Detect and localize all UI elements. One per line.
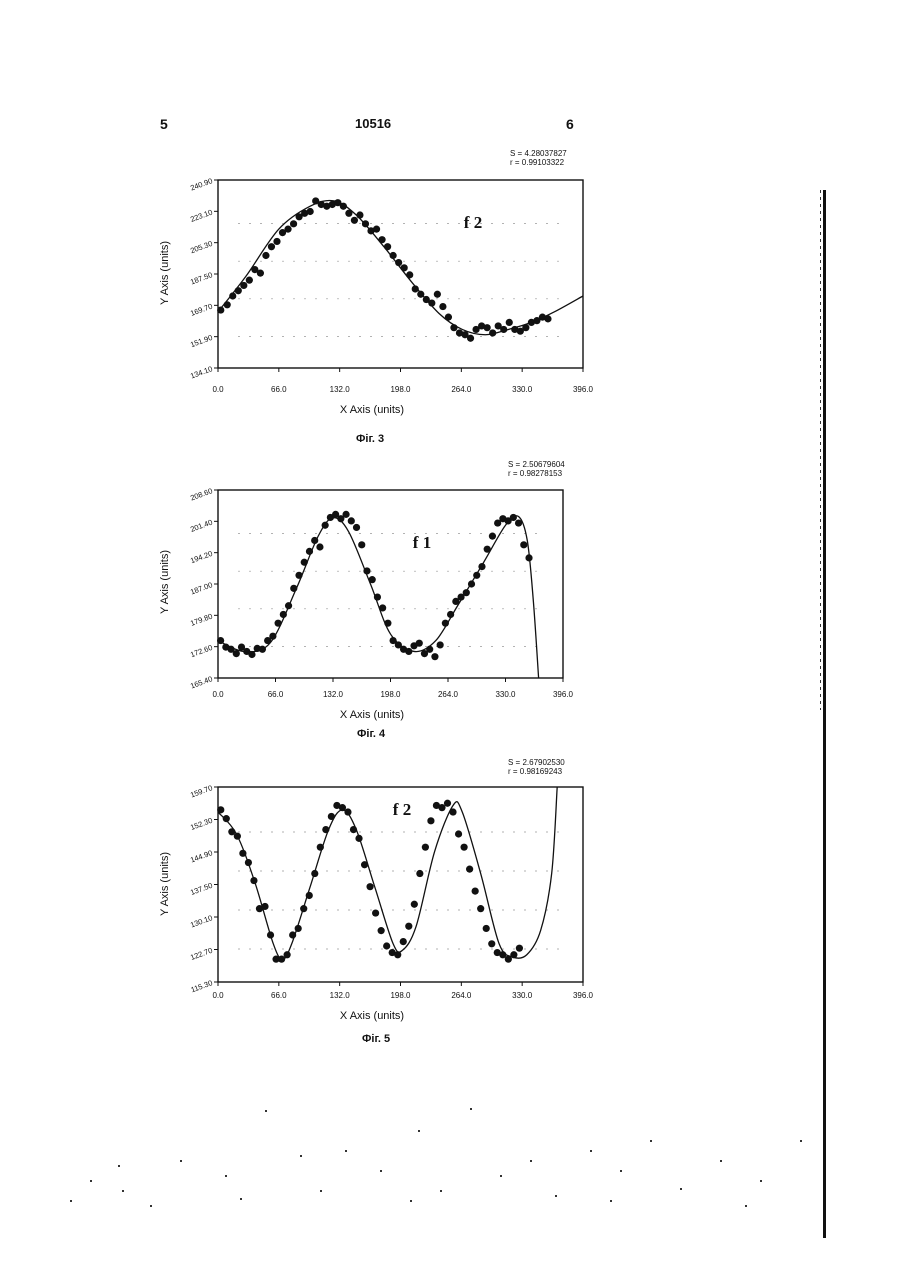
data-point <box>427 817 434 824</box>
data-point <box>250 877 257 884</box>
data-point <box>295 925 302 932</box>
x-tick-label: 264.0 <box>451 991 472 1000</box>
scan-speck <box>610 1200 612 1202</box>
scan-speck <box>470 1108 472 1110</box>
scan-margin-dash <box>820 190 821 710</box>
scan-speck <box>380 1170 382 1172</box>
scan-margin-line <box>823 190 826 1238</box>
data-point <box>477 905 484 912</box>
data-point <box>394 951 401 958</box>
data-point <box>510 951 517 958</box>
y-axis-label: Y Axis (units) <box>159 852 171 916</box>
data-point <box>350 826 357 833</box>
scan-speck <box>180 1160 182 1162</box>
scan-speck <box>150 1205 152 1207</box>
data-point <box>472 887 479 894</box>
data-point <box>284 951 291 958</box>
data-point <box>411 901 418 908</box>
data-point <box>483 925 490 932</box>
scan-speck <box>118 1165 120 1167</box>
data-point <box>361 861 368 868</box>
x-tick-label: 132.0 <box>330 991 351 1000</box>
scan-speck <box>90 1180 92 1182</box>
scan-speck <box>345 1150 347 1152</box>
y-tick-label: 115.30 <box>190 978 214 994</box>
data-point <box>460 844 467 851</box>
data-point <box>267 931 274 938</box>
fig5-chart: 0.0 66.0 132.0 198.0 264.0 330.0 396.0 115.30 12… <box>0 0 900 1060</box>
data-point <box>416 870 423 877</box>
data-point <box>444 800 451 807</box>
scan-speck <box>500 1175 502 1177</box>
data-point <box>344 808 351 815</box>
data-point <box>466 866 473 873</box>
data-point <box>516 945 523 952</box>
scan-speck <box>70 1200 72 1202</box>
y-tick-label: 130.10 <box>189 913 214 929</box>
x-tick-label: 330.0 <box>512 991 533 1000</box>
data-point <box>239 850 246 857</box>
y-tick-label: 152.30 <box>189 816 214 832</box>
scan-speck <box>300 1155 302 1157</box>
scan-speck <box>590 1150 592 1152</box>
data-point <box>488 940 495 947</box>
scan-speck <box>240 1198 242 1200</box>
scan-speck <box>720 1160 722 1162</box>
data-point <box>422 844 429 851</box>
data-point <box>234 833 241 840</box>
data-point <box>311 870 318 877</box>
data-point <box>328 813 335 820</box>
scan-speck <box>440 1190 442 1192</box>
scan-speck <box>760 1180 762 1182</box>
data-point <box>317 844 324 851</box>
x-axis-label: X Axis (units) <box>340 1010 404 1022</box>
scan-speck <box>530 1160 532 1162</box>
x-tick-label: 66.0 <box>271 991 287 1000</box>
data-point <box>245 859 252 866</box>
scan-speck <box>122 1190 124 1192</box>
scan-speck <box>745 1205 747 1207</box>
data-point <box>217 806 224 813</box>
data-point <box>400 938 407 945</box>
scan-speck <box>680 1188 682 1190</box>
scan-speck <box>320 1190 322 1192</box>
data-point <box>449 808 456 815</box>
y-tick-label: 137.50 <box>189 881 214 897</box>
data-point <box>372 909 379 916</box>
scan-speck <box>650 1140 652 1142</box>
x-tick-label: 0.0 <box>212 991 224 1000</box>
data-point <box>306 892 313 899</box>
x-tick-label: 396.0 <box>573 991 594 1000</box>
data-point <box>378 927 385 934</box>
data-point <box>366 883 373 890</box>
data-point <box>223 815 230 822</box>
fig5-caption: Фіг. 5 <box>362 1033 390 1045</box>
scan-speck <box>555 1195 557 1197</box>
scan-speck <box>410 1200 412 1202</box>
data-point <box>322 826 329 833</box>
data-point <box>261 903 268 910</box>
data-point <box>455 830 462 837</box>
y-tick-label: 144.90 <box>189 848 214 864</box>
x-tick-label: 198.0 <box>390 991 411 1000</box>
y-tick-label: 159.70 <box>189 783 214 799</box>
data-point <box>383 942 390 949</box>
scan-speck <box>620 1170 622 1172</box>
y-tick-label: 122.70 <box>189 946 214 962</box>
data-point <box>300 905 307 912</box>
data-point <box>405 923 412 930</box>
scan-speck <box>418 1130 420 1132</box>
scan-speck <box>800 1140 802 1142</box>
data-point <box>289 931 296 938</box>
data-point <box>355 835 362 842</box>
curve-label: f 2 <box>393 800 411 819</box>
scan-speck <box>265 1110 267 1112</box>
scan-speck <box>225 1175 227 1177</box>
